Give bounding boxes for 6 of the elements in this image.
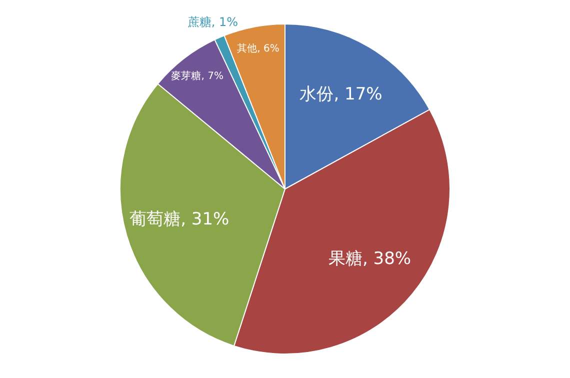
slice-label: 葡萄糖, 31% — [130, 210, 230, 230]
slice-label: 麥芽糖, 7% — [171, 70, 224, 82]
slice-label: 水份, 17% — [300, 84, 382, 104]
slice-label: 果糖, 38% — [328, 249, 412, 270]
slice-label: 蔗糖, 1% — [187, 14, 238, 29]
slice-label: 其他, 6% — [237, 42, 280, 55]
